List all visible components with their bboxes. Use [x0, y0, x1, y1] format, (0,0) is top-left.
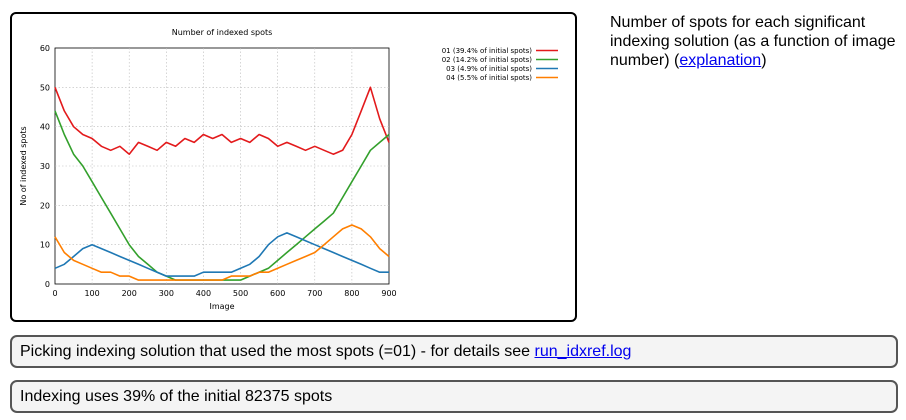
explanation-link[interactable]: explanation — [679, 52, 762, 69]
x-tick-label: 200 — [122, 289, 137, 298]
caption-text: Number of spots for each significant ind… — [610, 14, 896, 69]
legend-label: 02 (14.2% of initial spots) — [442, 56, 533, 64]
indexed-spots-chart: 0 100 200 300 400 500 600 700 800 900 0 10 20 30 40 50 6… — [19, 28, 558, 311]
series-line — [54, 86, 390, 155]
legend-label: 04 (5.5% of initial spots) — [446, 74, 532, 82]
x-tick-label: 600 — [270, 289, 285, 298]
picking-solution-message: Picking indexing solution that used the … — [10, 335, 898, 368]
x-tick-label: 500 — [233, 289, 248, 298]
indexing-usage-text: Indexing uses 39% of the initial 82375 s… — [20, 388, 333, 405]
chart-title: Number of indexed spots — [172, 28, 273, 37]
indexed-spots-plot: 0 100 200 300 400 500 600 700 800 900 0 10 20 30 40 50 6… — [10, 12, 577, 322]
x-tick-label: 800 — [344, 289, 359, 298]
x-tick-label: 700 — [307, 289, 322, 298]
series-line — [54, 232, 389, 277]
y-tick-label: 40 — [40, 123, 50, 132]
x-tick-label: 400 — [196, 289, 211, 298]
y-tick-label: 60 — [40, 44, 50, 53]
x-tick-label: 0 — [52, 289, 57, 298]
legend-label: 01 (39.4% of initial spots) — [442, 47, 533, 55]
legend-label: 03 (4.9% of initial spots) — [446, 65, 532, 73]
y-axis-label: No of indexed spots — [19, 126, 28, 205]
x-tick-label: 100 — [84, 289, 99, 298]
x-tick-label: 300 — [159, 289, 174, 298]
run-idxref-log-link[interactable]: run_idxref.log — [534, 343, 632, 360]
picking-solution-text: Picking indexing solution that used the … — [20, 343, 535, 360]
y-tick-label: 0 — [45, 280, 50, 289]
series-line — [54, 224, 390, 281]
y-tick-label: 50 — [40, 83, 50, 92]
y-tick-label: 30 — [40, 162, 50, 171]
x-axis-label: Image — [209, 302, 234, 311]
x-tick-label: 900 — [381, 289, 396, 298]
caption-close: ) — [761, 52, 767, 69]
indexing-usage-message: Indexing uses 39% of the initial 82375 s… — [10, 380, 898, 413]
plot-caption: Number of spots for each significant ind… — [610, 13, 902, 70]
y-tick-label: 20 — [40, 201, 50, 210]
y-tick-label: 10 — [40, 241, 50, 250]
